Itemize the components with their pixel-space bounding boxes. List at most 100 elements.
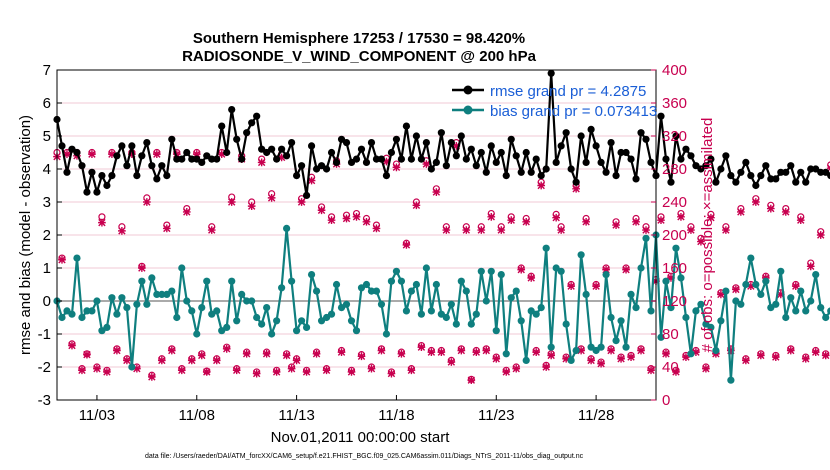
obs-assimilated-marker xyxy=(527,274,536,282)
bias-point xyxy=(677,274,685,282)
obs-assimilated-path xyxy=(811,348,820,356)
bias-point xyxy=(777,267,785,275)
obs-assimilated-path xyxy=(372,224,381,233)
obs-assimilated-marker xyxy=(587,356,595,365)
obs-assimilated-path xyxy=(98,218,106,227)
bias-point xyxy=(622,343,630,351)
obs-assimilated-path xyxy=(702,364,710,373)
bias-point xyxy=(297,317,306,325)
obs-assimilated-marker xyxy=(512,364,521,373)
obs-assimilated-path xyxy=(352,213,361,221)
bias-point xyxy=(452,320,460,328)
bias-point xyxy=(123,304,131,312)
obs-assimilated-marker xyxy=(457,346,466,355)
obs-assimilated-path xyxy=(422,160,431,168)
obs-assimilated-marker xyxy=(157,356,166,365)
rmse-point xyxy=(148,162,156,170)
obs-assimilated-marker xyxy=(572,184,580,193)
obs-assimilated-marker xyxy=(362,217,371,226)
bias-point xyxy=(562,320,570,328)
obs-assimilated-path xyxy=(88,150,96,158)
rmse-point xyxy=(113,152,121,160)
obs-assimilated-marker xyxy=(427,348,436,356)
obs-assimilated-path xyxy=(242,349,251,358)
obs-assimilated-marker xyxy=(407,366,416,375)
obs-assimilated-path xyxy=(377,346,386,355)
bias-point xyxy=(577,251,585,259)
bias-point xyxy=(472,310,480,318)
rmse-point xyxy=(607,139,615,147)
bias-point xyxy=(672,244,680,252)
rmse-point xyxy=(702,162,710,170)
obs-assimilated-path xyxy=(687,226,695,234)
bias-point xyxy=(402,307,411,315)
obs-assimilated-marker xyxy=(387,369,396,378)
obs-assimilated-path xyxy=(113,346,121,355)
rmse-point xyxy=(717,165,725,173)
bias-point xyxy=(153,290,161,298)
rmse-point xyxy=(782,168,790,176)
obs-assimilated-path xyxy=(247,202,256,210)
obs-assimilated-path xyxy=(177,366,186,375)
obs-assimilated-path xyxy=(801,354,810,363)
obs-assimilated-path xyxy=(632,217,640,226)
obs-assimilated-marker xyxy=(607,346,615,355)
obs-assimilated-path xyxy=(322,366,331,375)
obs-assimilated-path xyxy=(557,226,565,234)
bias-point xyxy=(387,277,396,285)
rmse-point xyxy=(747,172,755,180)
obs-assimilated-path xyxy=(756,351,765,360)
rmse-point xyxy=(497,148,505,157)
obs-assimilated-marker xyxy=(727,346,735,355)
obs-assimilated-marker xyxy=(232,366,241,375)
obs-assimilated-marker xyxy=(312,349,321,358)
rmse-point xyxy=(143,139,151,147)
obs-assimilated-marker xyxy=(467,376,476,385)
bias-point xyxy=(263,304,271,312)
obs-assimilated-marker xyxy=(128,150,136,158)
rmse-point xyxy=(218,122,226,130)
rmse-point xyxy=(802,178,810,186)
rmse-point xyxy=(557,142,565,150)
obs-assimilated-path xyxy=(492,354,501,363)
bias-point xyxy=(233,317,241,325)
obs-assimilated-path xyxy=(527,274,536,282)
obs-assimilated-marker xyxy=(632,217,640,226)
bias-point xyxy=(417,310,425,318)
obs-assimilated-path xyxy=(722,226,730,234)
bias-point xyxy=(138,277,146,285)
obs-assimilated-path xyxy=(612,221,620,229)
axes-layer: -3 -2 -1 0 1 2 3 4 5 6 7 0 40 80 120 160 200 240 280 320 360… xyxy=(38,62,687,424)
rmse-point xyxy=(342,139,351,147)
obs-assimilated-path xyxy=(272,368,281,376)
obs-assimilated-marker xyxy=(697,237,705,246)
y2-tick-label: 0 xyxy=(662,392,670,409)
obs-assimilated-marker xyxy=(417,343,426,352)
rmse-point xyxy=(662,155,670,163)
obs-assimilated-marker xyxy=(148,373,156,381)
obs-assimilated-marker xyxy=(497,226,506,234)
obs-assimilated-marker xyxy=(292,356,301,365)
obs-assimilated-path xyxy=(427,348,436,356)
obs-assimilated-path xyxy=(607,346,615,355)
rmse-point xyxy=(427,165,435,173)
bias-point xyxy=(293,327,301,335)
bias-point xyxy=(682,313,690,322)
bias-point xyxy=(332,280,341,289)
rmse-point xyxy=(807,165,815,173)
rmse-point xyxy=(477,148,485,157)
rmse-point xyxy=(78,162,86,170)
chart-title: Southern Hemisphere 17253 / 17530 = 98.4… xyxy=(193,30,525,47)
rmse-point xyxy=(63,168,71,176)
obs-assimilated-marker xyxy=(372,224,381,233)
obs-assimilated-marker xyxy=(367,364,376,373)
obs-assimilated-path xyxy=(182,208,191,216)
legend-rmse-label: rmse grand pr = 4.2875 xyxy=(490,83,646,100)
obs-assimilated-path xyxy=(742,356,750,365)
bias-point xyxy=(782,313,790,322)
obs-assimilated-path xyxy=(582,217,590,226)
x-tick-label: 11/18 xyxy=(378,407,414,424)
rmse-point xyxy=(243,129,251,137)
bias-point xyxy=(687,350,695,358)
